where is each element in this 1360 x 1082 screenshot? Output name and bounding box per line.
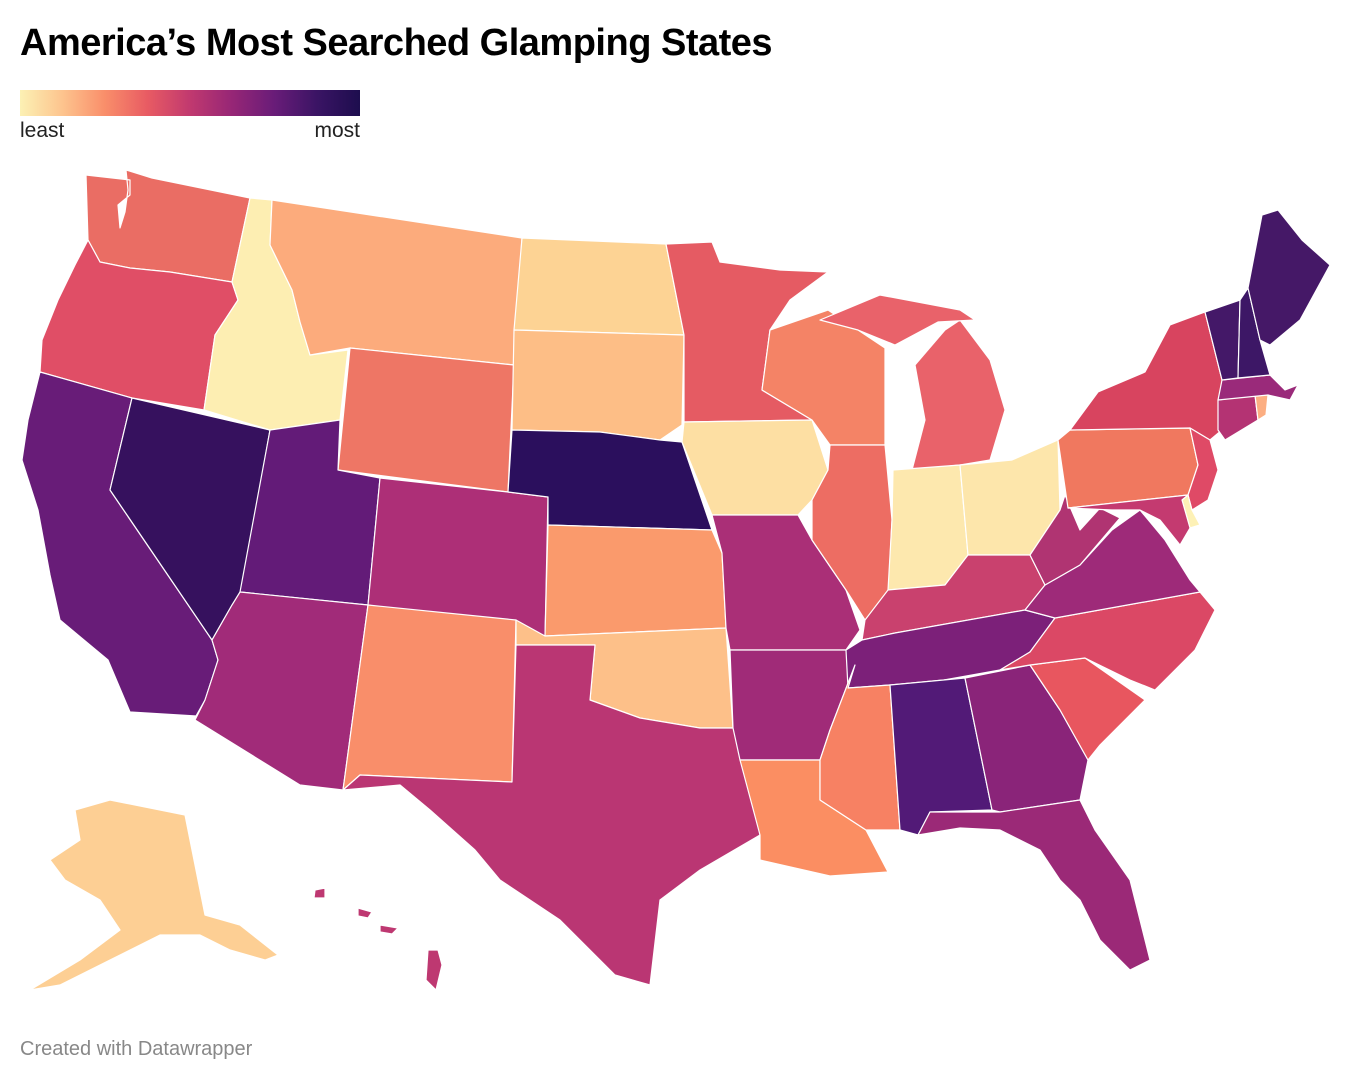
state-ak[interactable] bbox=[29, 799, 279, 991]
state-nc[interactable] bbox=[999, 591, 1216, 691]
us-states-map bbox=[21, 169, 1331, 991]
state-hi[interactable] bbox=[313, 887, 443, 991]
state-nm[interactable] bbox=[342, 604, 517, 791]
state-tx[interactable] bbox=[342, 644, 761, 986]
state-il[interactable] bbox=[811, 444, 893, 621]
state-nd[interactable] bbox=[513, 237, 685, 336]
state-sd[interactable] bbox=[511, 329, 685, 441]
state-mt[interactable] bbox=[269, 199, 523, 366]
state-mi[interactable] bbox=[911, 319, 1006, 471]
state-md[interactable] bbox=[1067, 494, 1191, 546]
state-ia[interactable] bbox=[681, 419, 829, 516]
state-nj[interactable] bbox=[1187, 427, 1219, 511]
state-ny[interactable] bbox=[1069, 311, 1223, 441]
state-mi-upper[interactable] bbox=[819, 294, 976, 346]
chart-title: America’s Most Searched Glamping States bbox=[20, 22, 773, 64]
state-me[interactable] bbox=[1247, 209, 1331, 346]
states-layer bbox=[21, 169, 1331, 991]
state-ma[interactable] bbox=[1217, 374, 1299, 401]
datawrapper-credit: Created with Datawrapper bbox=[20, 1038, 253, 1060]
legend-gradient-bar bbox=[20, 90, 360, 116]
state-ct[interactable] bbox=[1217, 394, 1259, 441]
legend-labels: least most bbox=[20, 119, 360, 143]
state-wy[interactable] bbox=[337, 347, 515, 493]
state-ks[interactable] bbox=[544, 524, 727, 637]
state-mn[interactable] bbox=[665, 241, 829, 423]
color-legend: least most bbox=[20, 90, 360, 143]
state-nh[interactable] bbox=[1237, 287, 1271, 379]
state-fl[interactable] bbox=[917, 799, 1151, 971]
state-mo[interactable] bbox=[711, 514, 861, 651]
legend-high-label: most bbox=[314, 119, 360, 142]
state-ri[interactable] bbox=[1254, 394, 1269, 421]
legend-low-label: least bbox=[20, 119, 65, 142]
